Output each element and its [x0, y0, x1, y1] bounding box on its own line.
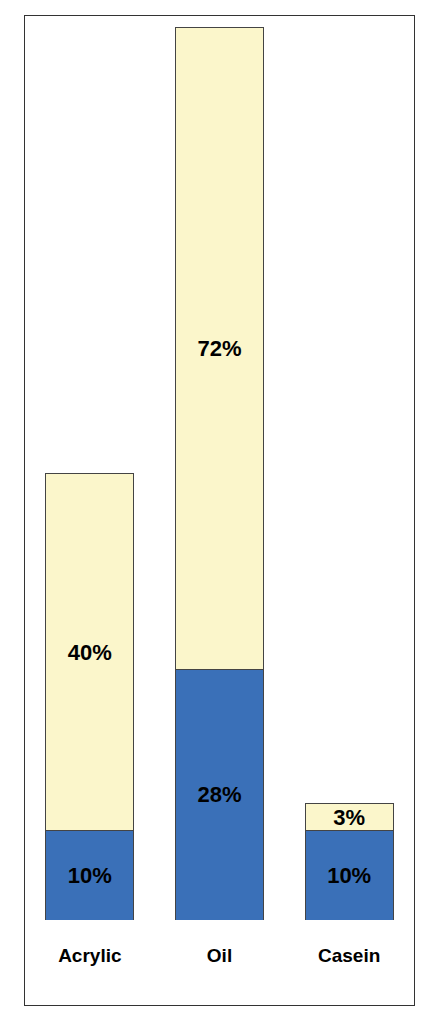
svg-text:10%: 10%	[68, 863, 112, 888]
svg-text:Oil: Oil	[207, 945, 232, 966]
svg-text:10%: 10%	[327, 863, 371, 888]
svg-text:Acrylic: Acrylic	[58, 945, 122, 966]
svg-text:40%: 40%	[68, 640, 112, 665]
svg-text:3%: 3%	[333, 805, 365, 830]
svg-text:72%: 72%	[197, 336, 241, 361]
svg-text:28%: 28%	[197, 782, 241, 807]
svg-text:Casein: Casein	[318, 945, 380, 966]
